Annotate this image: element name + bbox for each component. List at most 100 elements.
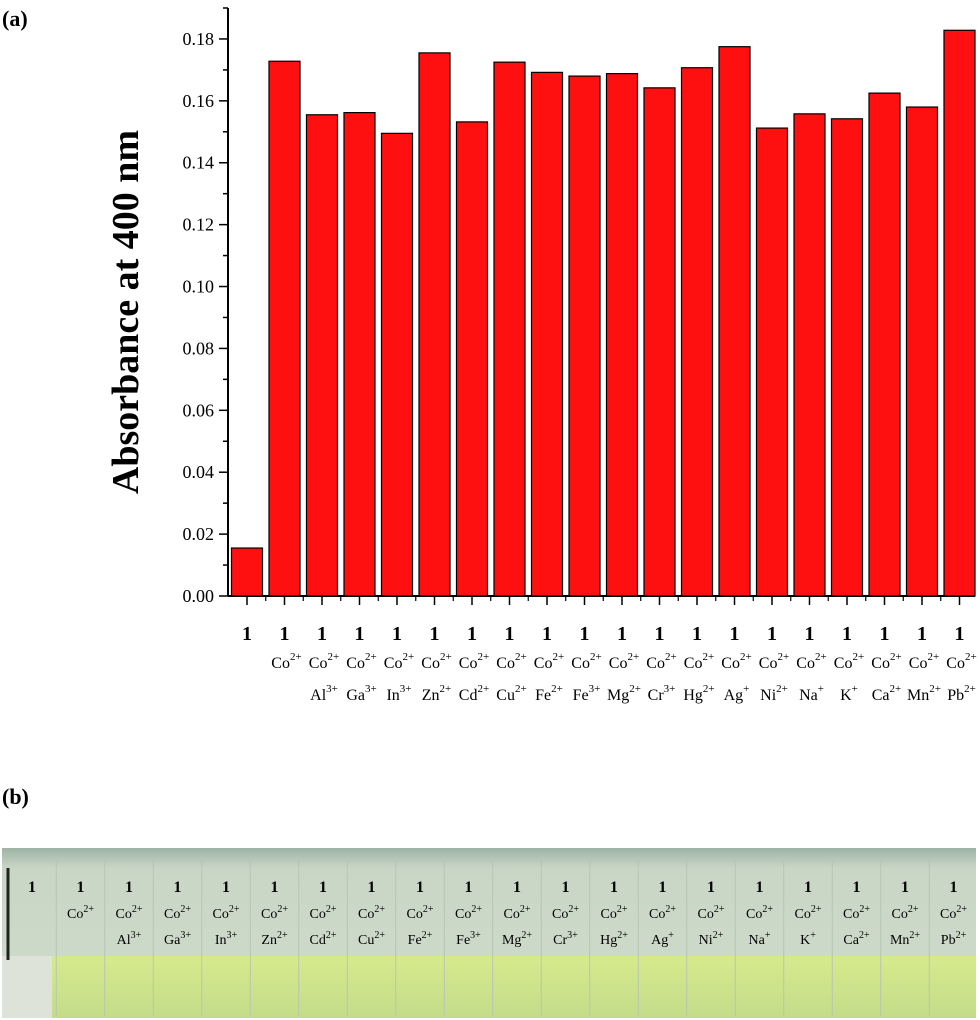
category-label-ligand: 1 — [767, 623, 777, 645]
category-label-ligand: 1 — [655, 623, 665, 645]
category-label-metal: K+ — [840, 683, 858, 704]
y-tick-label: 0.06 — [183, 400, 215, 420]
category-label-ligand: 1 — [617, 623, 627, 645]
bar — [530, 71, 564, 597]
bar — [643, 87, 676, 597]
vial-label-ligand: 1 — [319, 879, 327, 896]
category-label-metal: Mn2+ — [907, 683, 941, 704]
category-label-ligand: 1 — [542, 623, 552, 645]
y-tick-label: 0.00 — [183, 586, 215, 606]
category-label-metal: Ag+ — [724, 683, 750, 704]
vial-label-ligand: 1 — [368, 879, 376, 896]
bar — [830, 118, 864, 597]
category-label-ligand: 1 — [842, 623, 852, 645]
bar — [718, 46, 751, 597]
category-label-metal: Hg2+ — [683, 683, 714, 704]
category-label-ligand: 1 — [467, 623, 477, 645]
category-label-metal: Ga3+ — [346, 683, 376, 704]
category-label-metal: Cu2+ — [496, 683, 526, 704]
bar — [230, 547, 264, 597]
y-tick-label: 0.02 — [183, 524, 215, 544]
category-label-cobalt: Co2+ — [646, 651, 676, 672]
bar — [455, 121, 489, 597]
category-label-metal: Cr3+ — [648, 683, 676, 704]
category-label-ligand: 1 — [730, 623, 740, 645]
category-label-cobalt: Co2+ — [909, 651, 939, 672]
vial-label-ligand: 1 — [222, 879, 230, 896]
vial-label-ligand: 1 — [465, 879, 473, 896]
category-label-cobalt: Co2+ — [946, 651, 976, 672]
category-label-ligand: 1 — [242, 623, 252, 645]
category-label-metal: Pb2+ — [947, 683, 976, 704]
category-label-ligand: 1 — [392, 623, 402, 645]
yellow-solution-band — [52, 956, 976, 1018]
bar — [905, 106, 939, 597]
vials-photo: 1 1Co2+1Co2+Al3+1Co2+Ga3+1Co2+In3+1Co2+Zn… — [2, 848, 976, 1018]
category-label-metal: Mg2+ — [607, 683, 641, 704]
vial-label-ligand: 1 — [853, 879, 861, 896]
bar — [868, 92, 901, 597]
bar — [755, 127, 789, 597]
vial-label-ligand: 1 — [756, 879, 764, 896]
category-label-metal: Fe3+ — [573, 683, 601, 704]
category-label-cobalt: Co2+ — [271, 651, 301, 672]
category-label-cobalt: Co2+ — [759, 651, 789, 672]
category-label-cobalt: Co2+ — [796, 651, 826, 672]
vial-label-ligand: 1 — [804, 879, 812, 896]
bar — [680, 67, 714, 597]
vial-label-ligand: 1 — [174, 879, 182, 896]
category-label-cobalt: Co2+ — [721, 651, 751, 672]
category-label-metal: Zn2+ — [422, 683, 452, 704]
category-label-cobalt: Co2+ — [346, 651, 376, 672]
panel-b-label: (b) — [2, 784, 29, 809]
category-label-metal: Cd2+ — [459, 683, 489, 704]
category-label-ligand: 1 — [955, 623, 965, 645]
y-tick-label: 0.16 — [183, 91, 215, 111]
vial-label-ligand: 1 — [610, 879, 618, 896]
category-label-metal: Ni2+ — [760, 683, 788, 704]
category-label-cobalt: Co2+ — [421, 651, 451, 672]
category-label-ligand: 1 — [880, 623, 890, 645]
bar — [493, 61, 526, 597]
y-tick-label: 0.12 — [183, 215, 215, 235]
vial-label-ligand: 1 — [562, 879, 570, 896]
bar — [418, 52, 451, 597]
category-label-metal: Fe2+ — [535, 683, 563, 704]
bar — [793, 113, 826, 597]
vial-label-ligand: 1 — [416, 879, 424, 896]
category-label-cobalt: Co2+ — [496, 651, 526, 672]
category-label-ligand: 1 — [355, 623, 365, 645]
category-label-cobalt: Co2+ — [459, 651, 489, 672]
y-tick-label: 0.10 — [183, 277, 215, 297]
category-label-metal: Al3+ — [310, 683, 338, 704]
bar — [343, 112, 376, 597]
category-label-metal: Na+ — [799, 683, 824, 704]
category-label-cobalt: Co2+ — [871, 651, 901, 672]
bar — [380, 132, 414, 597]
reference-solution-band — [2, 956, 52, 1018]
category-label-ligand: 1 — [280, 623, 290, 645]
y-tick-label: 0.18 — [183, 29, 215, 49]
category-label-ligand: 1 — [430, 623, 440, 645]
category-label-ligand: 1 — [505, 623, 515, 645]
category-label-cobalt: Co2+ — [384, 651, 414, 672]
y-tick-label: 0.14 — [183, 153, 215, 173]
category-label-ligand: 1 — [580, 623, 590, 645]
category-label-cobalt: Co2+ — [309, 651, 339, 672]
category-label-cobalt: Co2+ — [834, 651, 864, 672]
category-label-ligand: 1 — [917, 623, 927, 645]
category-label-ligand: 1 — [692, 623, 702, 645]
panel-a-label: (a) — [2, 6, 28, 31]
category-label-cobalt: Co2+ — [684, 651, 714, 672]
vial-label-ligand: 1 — [950, 879, 958, 896]
vial-label-ligand: 1 — [125, 879, 133, 896]
category-label-metal: Ca2+ — [872, 683, 902, 704]
vial-label-ligand: 1 — [77, 879, 85, 896]
bar — [943, 29, 976, 597]
category-label-ligand: 1 — [317, 623, 327, 645]
bar-chart: 0.00 0.02 0.04 0.06 0.08 0.10 0.12 0.14 0.16 0.18… — [105, 7, 977, 704]
vial-label-ligand: 1 — [271, 879, 279, 896]
y-axis-label: Absorbance at 400 nm — [105, 130, 147, 494]
category-label-cobalt: Co2+ — [609, 651, 639, 672]
